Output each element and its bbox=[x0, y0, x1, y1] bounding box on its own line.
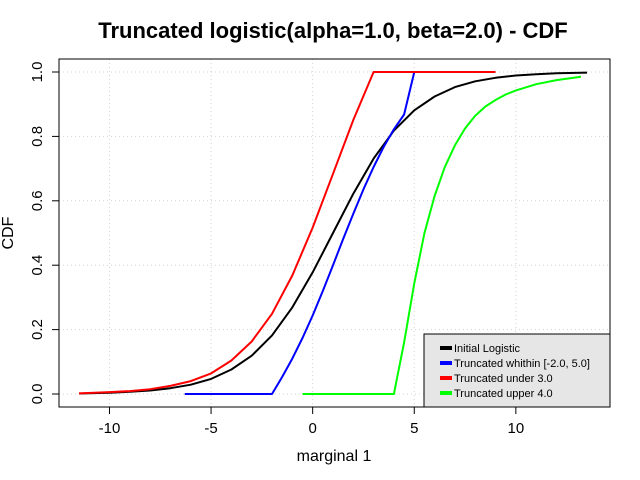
series-line-2 bbox=[78, 71, 496, 395]
legend-label-1: Truncated whithin [-2.0, 5.0] bbox=[454, 358, 590, 370]
y-axis-label: CDF bbox=[0, 216, 17, 249]
x-tick-label-4: 10 bbox=[508, 420, 525, 437]
legend-label-2: Truncated under 3.0 bbox=[454, 373, 553, 385]
legend-box bbox=[423, 333, 611, 408]
legend: Initial Logistic Truncated whithin [-2.0,… bbox=[423, 333, 611, 408]
series-line-3 bbox=[302, 75, 582, 395]
legend-label-3: Truncated upper 4.0 bbox=[454, 388, 553, 400]
y-tick-label-5: 1.0 bbox=[29, 62, 46, 83]
series-lines bbox=[78, 71, 588, 395]
x-tick-label-2: 0 bbox=[308, 420, 316, 437]
y-tick-label-2: 0.4 bbox=[29, 255, 46, 276]
y-tick-label-1: 0.2 bbox=[29, 319, 46, 340]
x-axis: -10 -5 0 5 10 bbox=[99, 407, 525, 437]
x-axis-label: marginal 1 bbox=[297, 448, 372, 465]
x-tick-label-3: 5 bbox=[410, 420, 418, 437]
y-axis: 0.0 0.2 0.4 0.6 0.8 1.0 bbox=[29, 62, 59, 405]
x-tick-label-0: -10 bbox=[99, 420, 121, 437]
x-tick-label-1: -5 bbox=[204, 420, 217, 437]
legend-label-0: Initial Logistic bbox=[454, 343, 521, 355]
y-tick-label-0: 0.0 bbox=[29, 384, 46, 405]
y-tick-label-3: 0.6 bbox=[29, 190, 46, 211]
chart-title: Truncated logistic(alpha=1.0, beta=2.0) … bbox=[98, 18, 567, 43]
y-tick-label-4: 0.8 bbox=[29, 126, 46, 147]
series-line-0 bbox=[78, 71, 588, 395]
plot-frame bbox=[58, 58, 611, 408]
series-line-1 bbox=[184, 71, 496, 395]
